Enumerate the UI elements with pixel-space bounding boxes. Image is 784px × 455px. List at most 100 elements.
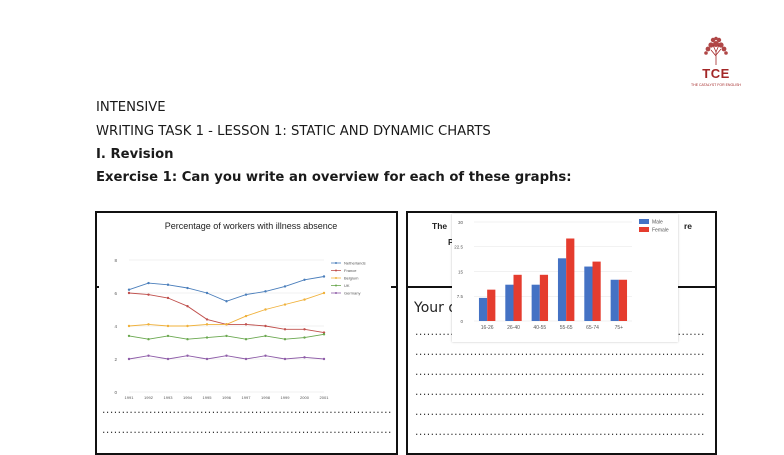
logo-brand: TCE [702,66,730,81]
bar [539,274,549,321]
answer-line[interactable]: ........................................… [414,428,706,438]
x-tick-label: 1996 [222,395,232,400]
bar [487,289,496,321]
data-point [303,356,306,359]
data-point [244,357,248,361]
data-point [283,328,287,331]
legend-label: Germany [344,291,360,296]
data-point [147,281,150,285]
data-point [244,293,248,296]
bar [557,258,567,321]
logo-tagline: THE CATALYST FOR ENGLISH [691,83,741,87]
data-point [303,336,306,339]
series-line [128,292,325,334]
line-chart-illness-absence: Percentage of workers with illness absen… [99,214,391,402]
y-tick-label: 0 [460,319,463,324]
answer-line[interactable]: ........................................… [101,406,391,416]
answer-line[interactable]: ........................................… [414,388,706,398]
data-point [264,354,267,357]
tree-icon [704,36,728,65]
data-point [264,334,267,338]
y-tick-label: 0 [114,390,117,395]
data-point [303,298,306,301]
data-point [283,285,287,288]
x-tick-label: 16-26 [481,325,494,331]
data-point [166,324,170,328]
legend-label: Female [652,228,669,234]
y-tick-label: 7.5 [457,294,464,299]
series-line [128,276,325,302]
tce-logo: TCE THE CATALYST FOR ENGLISH [690,36,742,96]
data-point [264,290,267,293]
legend-marker [335,284,337,287]
data-point [322,333,326,336]
chart-title: Percentage of workers with illness absen… [165,221,338,231]
data-point [225,354,228,357]
data-point [225,323,228,326]
x-tick-label: 1998 [261,395,271,400]
data-point [127,291,131,295]
x-tick-label: 2001 [320,395,330,400]
x-tick-label: 26-40 [507,325,520,331]
data-point [283,357,287,361]
answer-line[interactable]: ........................................… [414,348,706,358]
legend-marker [335,292,337,294]
data-point [244,323,248,326]
answer-line[interactable]: ........................................… [414,408,706,418]
y-tick-label: 30 [458,220,464,225]
data-point [205,291,209,295]
y-tick-label: 2 [114,357,117,362]
your-overview-label: Your o [414,300,457,316]
answer-line[interactable]: ........................................… [414,368,706,378]
y-tick-label: 4 [114,324,117,329]
data-point [186,324,189,328]
y-tick-label: 22.5 [454,245,463,250]
bar [505,284,514,321]
data-point [205,323,209,326]
data-point [127,334,131,338]
bar [618,279,628,321]
data-point [303,278,306,281]
data-point [186,305,189,308]
data-point [147,323,150,326]
bar [584,266,593,321]
bar [478,297,488,321]
legend-label: France [344,268,357,273]
data-point [322,331,326,334]
bar [592,261,601,321]
data-point [127,357,131,361]
x-tick-label: 1997 [242,395,252,400]
data-point [147,354,150,357]
data-point [322,275,326,278]
chart-title-fragment: P [448,237,454,247]
heading-intensive: INTENSIVE [96,100,166,115]
bar-chart-age-groups: 0 7.5 15 22.5 30 16-26 26-40 40-55 55-65 65-74 75+… [452,214,678,342]
bar-chart-svg: 0 7.5 15 22.5 30 16-26 26-40 40-55 55-65 65-74 75+… [454,219,669,331]
data-point [264,324,267,328]
data-point [147,293,150,296]
legend-marker [335,269,337,272]
x-tick-label: 1994 [183,395,193,400]
chart-title-fragment: The [432,221,448,231]
x-tick-label: 1995 [203,395,213,400]
legend-marker [335,277,337,279]
heading-revision: I. Revision [96,147,174,162]
series-line [128,292,325,327]
legend-label: Netherlands [344,261,366,266]
bar [566,238,575,321]
data-point [322,291,326,295]
data-point [205,318,209,321]
heading-lesson: WRITING TASK 1 - LESSON 1: STATIC AND DY… [96,124,491,139]
chart-title-fragment: re [684,221,693,231]
data-point [283,303,287,306]
data-point [166,283,170,286]
data-point [244,314,248,318]
bar [531,284,540,321]
bar [513,274,522,321]
legend-label: Male [652,220,663,226]
x-tick-label: 1992 [144,395,154,400]
line-chart-svg: Percentage of workers with illness absen… [114,221,366,400]
data-point [205,357,209,361]
data-point [127,324,131,328]
answer-line[interactable]: ........................................… [101,426,391,436]
